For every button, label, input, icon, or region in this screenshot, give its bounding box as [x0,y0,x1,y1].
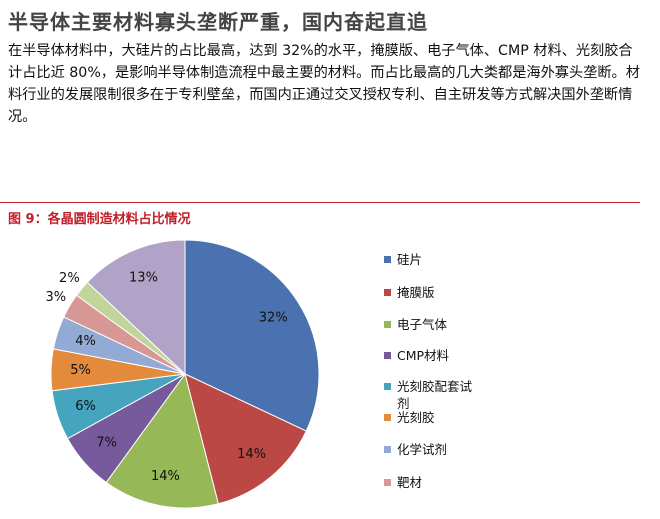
legend-item: 硅片 [384,251,475,268]
legend-item: 电子气体 [384,316,475,333]
legend-label: 化学试剂 [397,442,448,457]
data-label: 6% [75,399,96,414]
data-label: 13% [129,271,158,286]
pie-slice [86,239,186,376]
legend-label: 电子气体 [397,317,448,332]
legend-label: 光刻胶配套试剂 [397,379,473,411]
pie-slice [184,373,307,505]
data-label: 5% [70,363,91,378]
legend-label: CMP材料 [397,348,450,363]
heading: 半导体主要材料寡头垄断严重，国内奋起直追 [8,10,428,34]
legend-swatch [384,383,391,390]
pie-slice [184,239,320,432]
paragraph: 在半导体材料中，大硅片的占比最高，达到 32%的水平，掩膜版、电子气体、CMP … [8,43,640,125]
legend-item: CMP材料 [384,347,475,364]
data-label: 14% [237,447,266,462]
data-label: 2% [59,271,80,286]
legend-swatch [384,414,391,421]
pie-slice [105,372,219,509]
legend-label: 光刻胶 [397,410,435,425]
legend-swatch [384,289,391,296]
legend-item: 掩膜版 [384,284,475,301]
legend-swatch [384,352,391,359]
legend-item: 光刻胶 [384,409,475,426]
legend-swatch [384,321,391,328]
legend-swatch [384,256,391,263]
legend-item: 靶材 [384,474,475,491]
data-label: 32% [259,310,288,325]
legend-label: 硅片 [397,252,423,267]
legend-label: 靶材 [397,475,423,490]
legend-item: 化学试剂 [384,441,475,458]
data-label: 14% [151,469,180,484]
legend-swatch [384,446,391,453]
legend-swatch [384,479,391,486]
rule [0,202,640,203]
data-label: 4% [75,334,96,349]
legend-label: 掩膜版 [397,285,435,300]
data-label: 7% [96,436,117,451]
data-label: 3% [46,290,67,305]
legend-item: 光刻胶配套试剂 [384,378,475,412]
figure-caption: 图 9：各晶圆制造材料占比情况 [8,212,191,227]
